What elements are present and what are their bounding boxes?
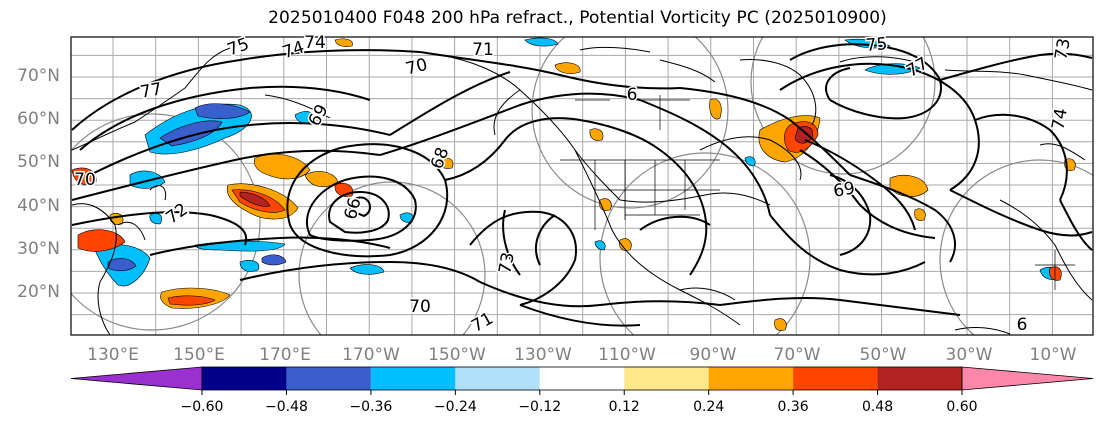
- colorbar-tick-label: 0.48: [861, 399, 894, 415]
- contour-label: 74: [1048, 107, 1071, 132]
- lon-label-70w: 70°W: [773, 345, 821, 365]
- lon-label-170w: 170°W: [342, 345, 400, 365]
- colorbar-tick-label: −0.48: [264, 399, 308, 415]
- contour-label: 6: [627, 85, 638, 105]
- colorbar-tick-label: 0.36: [777, 399, 809, 415]
- colorbar-segment: [624, 367, 709, 390]
- colorbar-segment: [455, 367, 540, 390]
- colorbar-extend-high: [961, 366, 1094, 391]
- contour-label: 70: [74, 170, 96, 190]
- contour-label: 75: [865, 34, 888, 56]
- colorbar-segment: [202, 367, 287, 390]
- colorbar-tick-label: 0.12: [608, 399, 640, 415]
- colorbar-outline: [201, 366, 963, 391]
- lat-label-30: 30°N: [17, 239, 60, 259]
- colorbar-tick-label: −0.24: [433, 399, 477, 415]
- colorbar-extend-low: [70, 366, 203, 391]
- lon-label-10w: 10°W: [1029, 345, 1077, 365]
- colorbar-segment: [793, 367, 878, 390]
- colorbar-segment: [708, 367, 794, 390]
- lon-label-150w: 150°W: [428, 345, 486, 365]
- colorbar-tick-label: 0.24: [693, 399, 725, 415]
- colorbar-tick-label: −0.12: [518, 399, 562, 415]
- colorbar-tick-label: −0.36: [349, 399, 393, 415]
- contour-label: 77: [139, 79, 164, 102]
- colorbar-segment: [539, 367, 625, 390]
- projection-circles: [71, 37, 1093, 335]
- contour-label: 73: [1051, 37, 1074, 62]
- lat-label-60: 60°N: [17, 109, 60, 129]
- contour-label: 6: [1017, 315, 1028, 335]
- colorbar: [70, 366, 1094, 395]
- borders: [560, 95, 1075, 290]
- lon-label-90w: 90°W: [689, 345, 737, 365]
- contour-label: 74: [304, 33, 326, 53]
- colorbar-segment: [286, 367, 371, 390]
- contour-label: 73: [495, 251, 518, 276]
- lon-label-130w: 130°W: [514, 345, 572, 365]
- lat-label-40: 40°N: [17, 196, 60, 216]
- vorticity-shading: [71, 37, 1076, 331]
- lat-label-50: 50°N: [17, 152, 60, 172]
- colorbar-segment: [877, 367, 962, 390]
- contour-label: 69: [832, 178, 857, 201]
- graticule: [71, 37, 1093, 335]
- lon-label-130e: 130°E: [87, 345, 139, 365]
- lon-label-170e: 170°E: [259, 345, 311, 365]
- lat-label-20: 20°N: [17, 282, 60, 302]
- contour-label: 71: [472, 40, 494, 60]
- lon-label-50w: 50°W: [859, 345, 907, 365]
- lon-label-150e: 150°E: [173, 345, 225, 365]
- colorbar-tick-label: 0.60: [946, 399, 978, 415]
- map-title: 2025010400 F048 200 hPa refract., Potent…: [268, 8, 887, 28]
- colorbar-tick-label: −0.60: [180, 399, 224, 415]
- lat-label-70: 70°N: [17, 66, 60, 86]
- lon-label-110w: 110°W: [598, 345, 656, 365]
- colorbar-segment: [370, 367, 456, 390]
- map-frame: [70, 36, 1094, 336]
- height-contours: [71, 43, 1093, 327]
- lon-label-30w: 30°W: [945, 345, 993, 365]
- contour-label: 70: [409, 297, 431, 317]
